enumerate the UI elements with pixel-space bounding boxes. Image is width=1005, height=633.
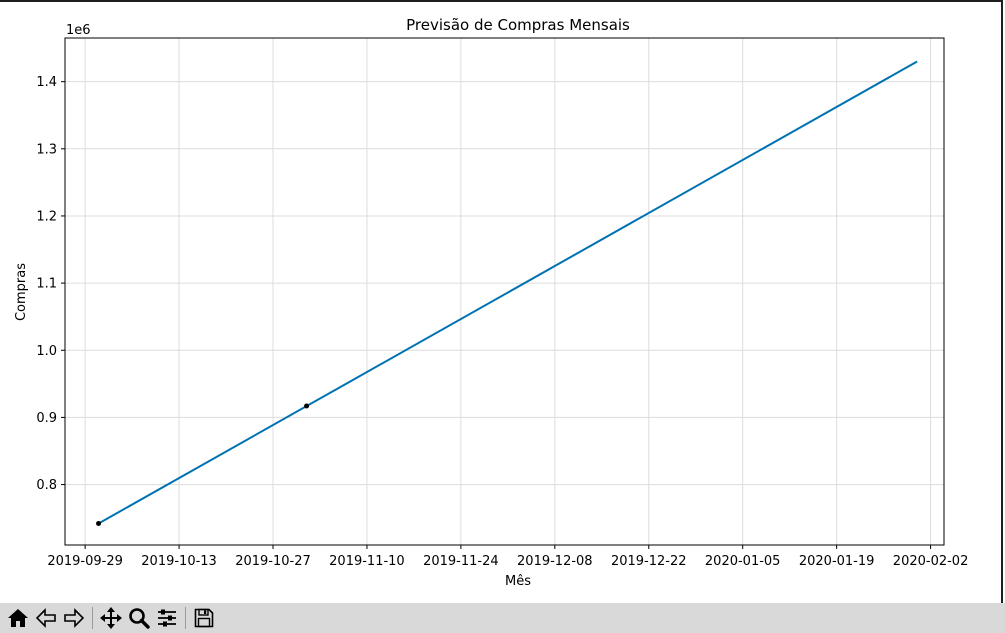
x-tick-label: 2019-10-13: [141, 554, 217, 569]
navigation-toolbar: [0, 603, 1005, 633]
x-tick-label: 2019-11-24: [423, 554, 499, 569]
x-tick-label: 2020-01-05: [705, 554, 781, 569]
home-icon: [8, 609, 28, 627]
back-button[interactable]: [32, 604, 60, 632]
series-layer: [96, 60, 918, 527]
y-tick-label: 1.0: [36, 344, 57, 359]
x-tick-label: 2019-12-22: [611, 554, 687, 569]
observed-point: [96, 521, 102, 527]
zoom-button[interactable]: [125, 604, 153, 632]
plot-area: [64, 37, 945, 546]
x-tick-label: 2019-11-10: [329, 554, 405, 569]
forward-arrow-icon: [64, 608, 85, 628]
x-tick-label: 2019-10-27: [235, 554, 311, 569]
y-axis-label: Compras: [14, 263, 29, 321]
y-tick-label: 1.4: [36, 75, 57, 90]
configure-subplots-button[interactable]: [153, 604, 181, 632]
configure-subplots-icon: [158, 609, 176, 627]
y-tick-label: 0.9: [36, 411, 57, 426]
grid: [65, 38, 944, 545]
home-button[interactable]: [4, 604, 32, 632]
zoom-icon: [129, 608, 150, 629]
forward-button[interactable]: [60, 604, 88, 632]
back-arrow-icon: [35, 608, 56, 628]
y-tick-label: 1.2: [36, 209, 57, 224]
figure: 0.8 0.9 1.0 1.1 1.2 1.3 1.4 2019-09-29 2019-10-1…: [14, 16, 968, 589]
axis-ticks: 0.8 0.9 1.0 1.1 1.2 1.3 1.4 2019-09-29 2019-10-1…: [36, 75, 968, 569]
x-tick-label: 2020-01-19: [799, 554, 875, 569]
y-tick-label: 0.8: [36, 478, 57, 493]
y-offset-label: 1e6: [66, 23, 91, 38]
toolbar-separator: [92, 607, 93, 629]
forecast-line: [98, 60, 918, 525]
x-axis-label: Mês: [505, 574, 531, 589]
pan-icon: [100, 607, 122, 629]
observed-point: [304, 403, 310, 409]
toolbar-separator: [185, 607, 186, 629]
y-tick-label: 1.1: [36, 277, 57, 292]
x-tick-label: 2019-09-29: [47, 554, 123, 569]
x-tick-label: 2019-12-08: [517, 554, 593, 569]
save-button[interactable]: [190, 604, 218, 632]
save-icon: [194, 608, 214, 628]
x-tick-label: 2020-02-02: [893, 554, 969, 569]
chart-title: Previsão de Compras Mensais: [406, 16, 630, 34]
pan-button[interactable]: [97, 604, 125, 632]
y-tick-label: 1.3: [36, 142, 57, 157]
